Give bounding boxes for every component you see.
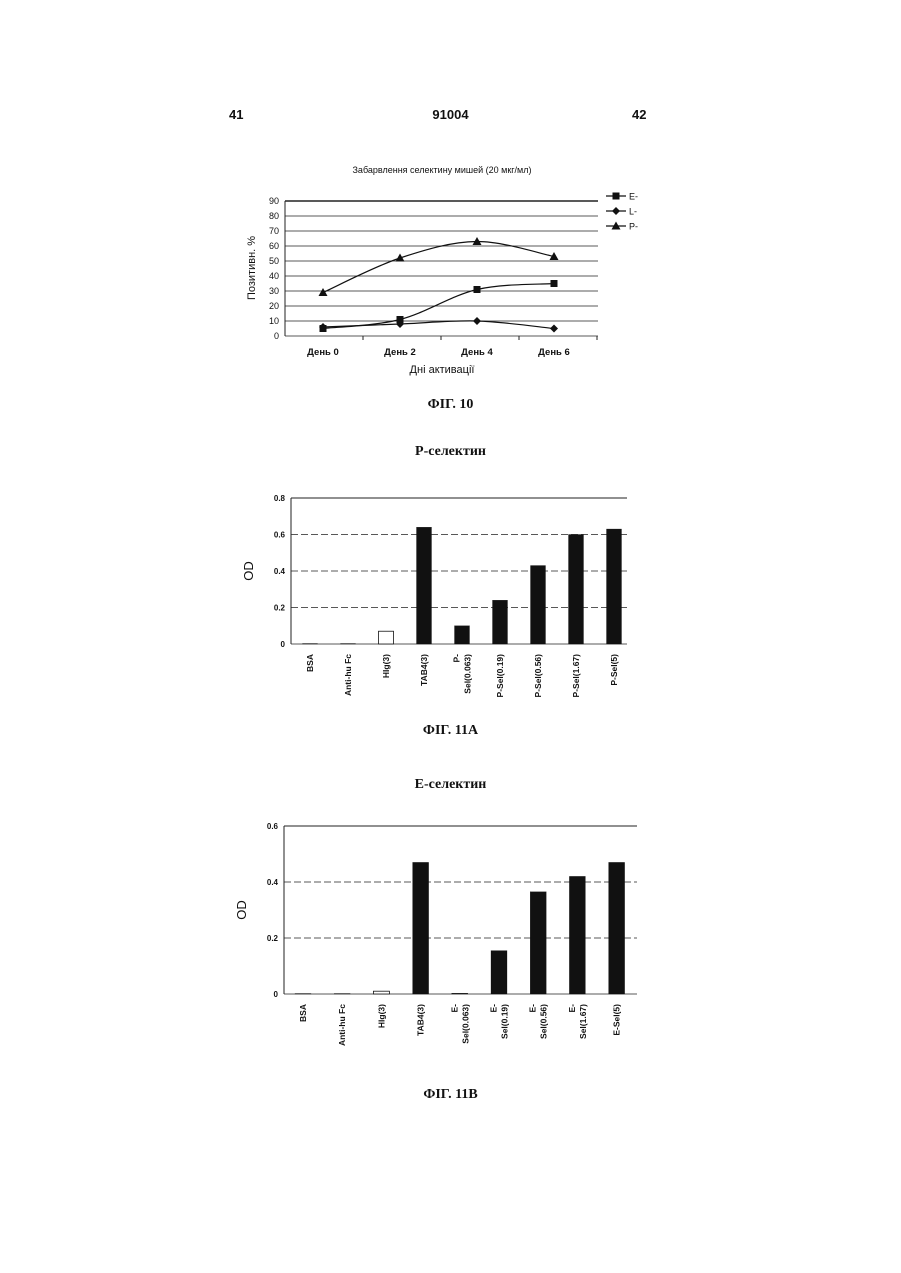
- bar: [607, 529, 622, 644]
- figure-10-line-chart: Забарвлення селектину мишей (20 мкг/мл) 0…: [246, 165, 638, 376]
- figure-11b-bar-chart: 0 0.2 0.4 0.6 OD BSA Anti-hu Fc HIg(3) TAB4(3) E-…: [234, 822, 637, 1046]
- bar: [413, 862, 429, 994]
- x-axis-title: Дні активації: [410, 364, 475, 376]
- y-tick-label: 80: [269, 211, 279, 221]
- x-tick-label: Anti-hu Fc: [337, 1004, 347, 1046]
- x-tick-label: День 6: [538, 347, 570, 358]
- bar: [493, 600, 508, 644]
- x-tick-label: День 4: [461, 347, 493, 358]
- x-tick-label: Sel(0.063): [460, 1004, 470, 1044]
- y-tick-label: 40: [269, 271, 279, 281]
- bar: [530, 892, 546, 994]
- data-point-L: [473, 317, 481, 325]
- x-tick-label: HIg(3): [376, 1004, 386, 1028]
- figure-11a-caption: ФІГ. 11А: [0, 723, 901, 739]
- legend-marker: [613, 193, 620, 200]
- x-tick-label: E-: [449, 1004, 459, 1013]
- x-tick-label: День 0: [307, 347, 339, 358]
- x-tick-label: E-Sel(5): [612, 1004, 622, 1036]
- y-tick-label: 30: [269, 286, 279, 296]
- figure-11b-heading: Е-селектин: [0, 777, 901, 793]
- figure-10-caption: ФІГ. 10: [0, 397, 901, 413]
- x-tick-label: Sel(1.67): [578, 1004, 588, 1039]
- y-tick-label: 0.6: [274, 531, 286, 540]
- y-tick-label: 0.4: [267, 878, 279, 887]
- y-tick-label: 50: [269, 256, 279, 266]
- x-tick-label: P-Sel(0.56): [533, 654, 543, 698]
- bar: [569, 535, 584, 645]
- x-tick-label: E-: [528, 1004, 538, 1013]
- y-tick-label: 20: [269, 301, 279, 311]
- data-point-P: [319, 288, 328, 296]
- y-tick-label: 10: [269, 316, 279, 326]
- bar: [341, 644, 356, 645]
- chart-title: Забарвлення селектину мишей (20 мкг/мл): [353, 165, 532, 175]
- bar: [334, 994, 350, 995]
- y-tick-label: 0: [281, 640, 286, 649]
- x-tick-label: BSA: [305, 654, 315, 672]
- y-tick-label: 0.2: [274, 604, 286, 613]
- y-tick-label: 90: [269, 196, 279, 206]
- bar: [295, 994, 311, 995]
- data-point-E: [551, 280, 558, 287]
- bar: [379, 631, 394, 644]
- bar: [531, 566, 546, 644]
- y-axis-title: OD: [241, 561, 256, 581]
- y-tick-label: 70: [269, 226, 279, 236]
- data-point-E: [474, 286, 481, 293]
- x-tick-label: P-Sel(0.19): [495, 654, 505, 698]
- bar: [609, 862, 625, 994]
- series-line-L: [323, 321, 554, 329]
- x-tick-label: TAB4(3): [419, 654, 429, 686]
- bar: [455, 626, 470, 644]
- y-tick-label: 0.2: [267, 934, 279, 943]
- x-tick-label: E-: [567, 1004, 577, 1013]
- figure-11a-bar-chart: 0 0.2 0.4 0.6 0.8 OD BSA Anti-hu Fc HIg(3) TAB4(3…: [241, 494, 627, 697]
- y-axis-title: Позитивн. %: [246, 236, 258, 300]
- x-tick-label: BSA: [298, 1004, 308, 1022]
- y-tick-label: 0: [274, 990, 279, 999]
- legend-label: P-: [629, 222, 638, 232]
- x-tick-label: TAB4(3): [416, 1004, 426, 1036]
- legend-label: L-: [629, 207, 637, 217]
- y-tick-label: 0.6: [267, 822, 279, 831]
- x-tick-label: Sel(0.063): [463, 654, 473, 694]
- y-tick-label: 0.4: [274, 567, 286, 576]
- bar: [303, 644, 318, 645]
- x-tick-label: День 2: [384, 347, 416, 358]
- bar: [417, 527, 432, 644]
- bar: [373, 991, 389, 994]
- x-tick-label: P-: [452, 654, 462, 663]
- bar: [452, 993, 468, 994]
- legend-marker: [612, 207, 620, 215]
- legend-label: E-: [629, 192, 638, 202]
- data-point-L: [550, 325, 558, 333]
- x-tick-label: P-Sel(5): [609, 654, 619, 686]
- x-tick-label: E-: [489, 1004, 499, 1013]
- x-tick-label: Anti-hu Fc: [343, 654, 353, 696]
- y-tick-label: 60: [269, 241, 279, 251]
- x-tick-label: P-Sel(1.67): [571, 654, 581, 698]
- x-tick-label: Sel(0.56): [539, 1004, 549, 1039]
- figure-11a-heading: Р-селектин: [0, 444, 901, 460]
- y-tick-label: 0: [274, 331, 279, 341]
- figure-11b-caption: ФІГ. 11В: [0, 1087, 901, 1103]
- bar: [569, 876, 585, 994]
- y-tick-label: 0.8: [274, 494, 286, 503]
- x-tick-label: Sel(0.19): [500, 1004, 510, 1039]
- y-axis-title: OD: [234, 900, 249, 920]
- x-tick-label: HIg(3): [381, 654, 391, 678]
- bar: [491, 951, 507, 994]
